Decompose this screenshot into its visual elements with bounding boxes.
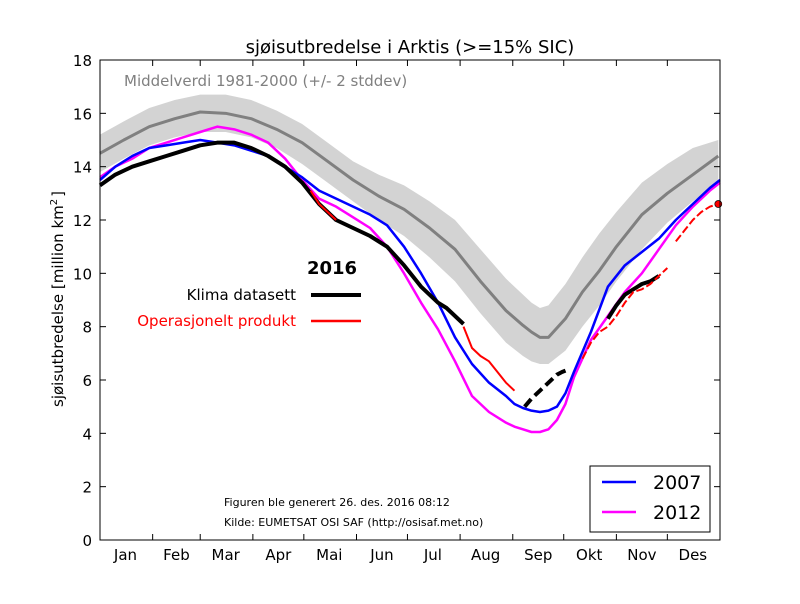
y-tick-label: 16 <box>73 105 92 123</box>
source-text: Kilde: EUMETSAT OSI SAF (http://osisaf.m… <box>224 516 483 529</box>
series-layer <box>98 110 723 434</box>
x-tick-label-month: Jul <box>423 546 442 564</box>
x-tick-label-month: Jan <box>113 546 137 564</box>
y-tick-label: 12 <box>73 212 92 230</box>
y-tick-label: 14 <box>73 159 92 177</box>
x-tick-label-month: Okt <box>576 546 602 564</box>
y-axis-label: sjøisutbredelse [million km2] <box>49 191 67 407</box>
x-tick-label-month: Jun <box>369 546 393 564</box>
operasjonelt-latest-point <box>714 200 723 208</box>
series-operasjonelt-segment-1 <box>309 190 337 221</box>
y-tick-label: 4 <box>82 425 92 443</box>
legend-box-frame <box>589 465 711 533</box>
legend-operasjonelt-label: Operasjonelt produkt <box>137 312 296 330</box>
generated-text: Figuren ble generert 26. des. 2016 08:12 <box>224 496 450 509</box>
x-axis-ticks: Jan Feb Mar Apr Mai Jun Jul Aug Sep Okt Nov Des <box>99 60 708 564</box>
series-klima-segment-1 <box>98 140 465 326</box>
chart-title: sjøisutbredelse i Arktis (>=15% SIC) <box>246 37 575 58</box>
y-tick-label: 2 <box>82 479 92 497</box>
y-axis-label-main: sjøisutbredelse [million km <box>49 205 67 407</box>
y-tick-label: 6 <box>82 372 92 390</box>
x-tick-label-month: Nov <box>627 546 656 564</box>
x-tick-label-month: Sep <box>524 546 552 564</box>
series-operasjonelt-segment-2 <box>462 326 516 392</box>
series-klima-segment-3 <box>606 274 660 320</box>
mean-label: Middelverdi 1981-2000 (+/- 2 stddev) <box>124 72 407 90</box>
stddev-band-layer <box>100 94 719 365</box>
legend-box: 2007 2012 <box>589 465 711 533</box>
y-axis-ticks: 0 2 4 6 8 10 12 14 16 18 <box>73 52 720 550</box>
x-tick-label-month: Mai <box>316 546 342 564</box>
y-tick-label: 10 <box>73 265 92 283</box>
legend-2012-label: 2012 <box>653 502 701 524</box>
x-tick-label-month: Apr <box>265 546 292 564</box>
series-operasjonelt-segment-3 <box>581 267 669 360</box>
stddev-band <box>100 94 719 365</box>
x-tick-label-month: Aug <box>471 546 500 564</box>
y-tick-label: 8 <box>82 319 92 337</box>
legend-2016-title: 2016 <box>307 258 357 279</box>
legend-klima-label: Klima datasett <box>187 286 296 304</box>
x-tick-label-month: Feb <box>163 546 190 564</box>
series-mean-line <box>99 110 720 339</box>
y-tick-label: 0 <box>82 532 92 550</box>
legend-2007-label: 2007 <box>653 472 701 494</box>
y-axis-label-end: ] <box>49 191 67 197</box>
plot-frame <box>99 59 721 541</box>
x-tick-label-month: Des <box>679 546 708 564</box>
y-tick-label: 18 <box>73 52 92 70</box>
series-klima-segment-2 <box>523 367 570 408</box>
y-axis-label-sup: 2 <box>49 199 60 205</box>
series-operasjonelt-segment-4 <box>675 203 719 242</box>
x-tick-label-month: Mar <box>212 546 241 564</box>
